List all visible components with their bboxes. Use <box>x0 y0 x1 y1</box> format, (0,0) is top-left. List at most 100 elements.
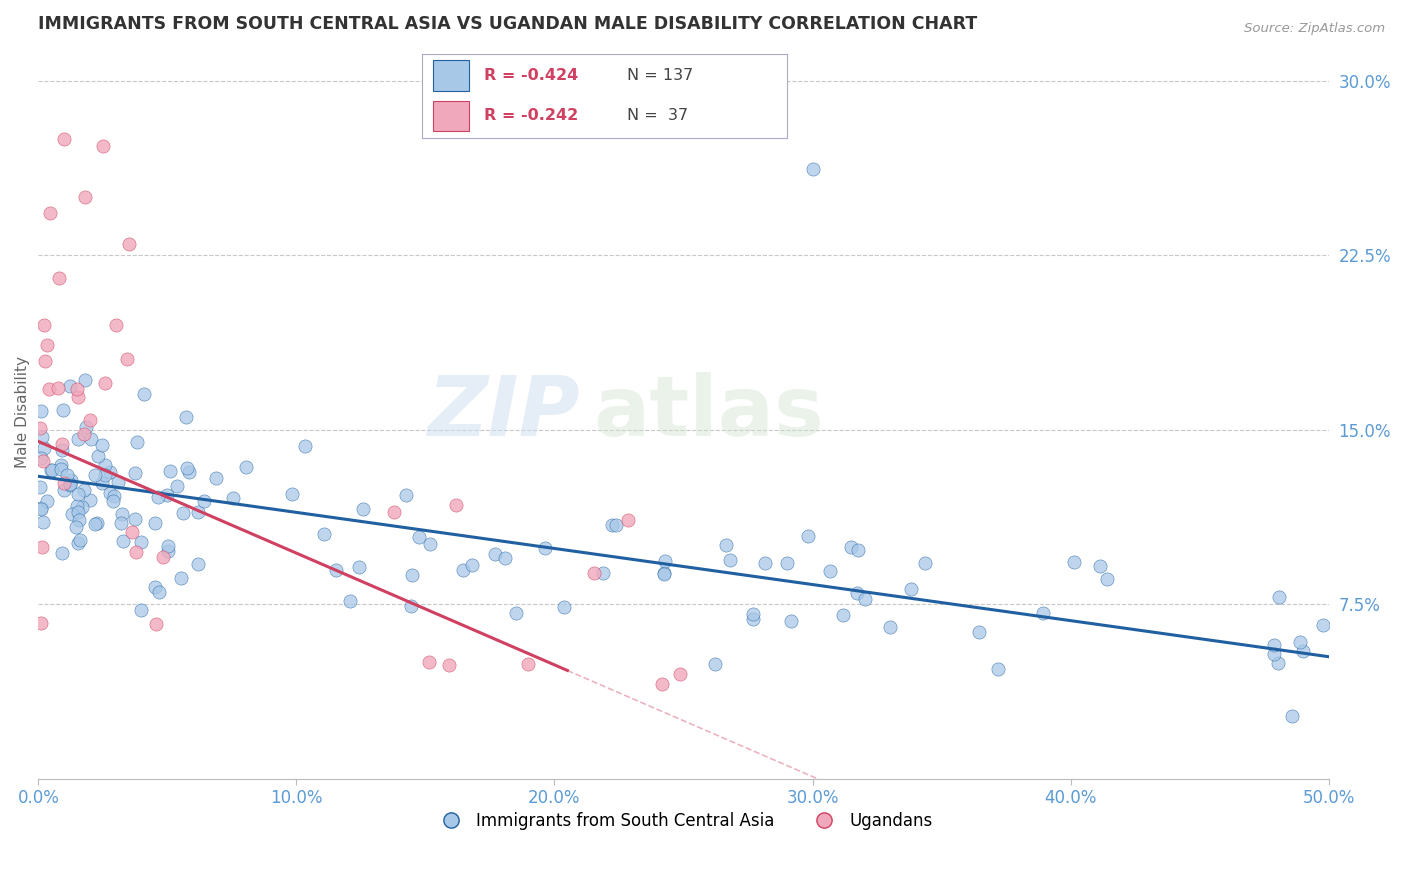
Point <box>600 518 623 533</box>
Point <box>159 464 181 478</box>
Point <box>55 467 77 482</box>
Point <box>484 547 506 561</box>
Point <box>853 591 876 606</box>
Point <box>451 563 474 577</box>
Point <box>73 373 96 387</box>
Text: N =  37: N = 37 <box>627 108 688 123</box>
Point <box>31 430 53 444</box>
Point <box>582 566 605 580</box>
Point <box>1095 572 1118 586</box>
Point <box>59 473 82 487</box>
Point <box>177 466 200 480</box>
Point <box>803 162 825 177</box>
Point <box>59 477 82 491</box>
Point <box>221 491 243 505</box>
Text: ZIP: ZIP <box>427 372 581 453</box>
Point <box>112 533 135 548</box>
Legend: Immigrants from South Central Asia, Ugandans: Immigrants from South Central Asia, Ugan… <box>427 805 939 837</box>
Text: atlas: atlas <box>593 372 824 453</box>
Point <box>818 564 841 578</box>
Point <box>91 437 114 451</box>
Point <box>418 537 440 551</box>
Point <box>1063 555 1085 569</box>
Point <box>35 338 58 352</box>
Point <box>115 351 138 366</box>
Point <box>30 501 52 516</box>
Point <box>51 402 73 417</box>
Point <box>41 463 63 477</box>
Point <box>553 600 575 615</box>
Point <box>53 483 76 497</box>
Point <box>832 607 855 622</box>
Point <box>848 543 870 558</box>
Point <box>75 420 97 434</box>
Y-axis label: Male Disability: Male Disability <box>15 356 30 468</box>
Point <box>605 517 627 532</box>
Point <box>156 543 179 558</box>
Point <box>879 620 901 634</box>
Point <box>716 539 738 553</box>
Point <box>66 390 89 404</box>
Point <box>39 463 62 477</box>
Point <box>129 535 152 549</box>
Point <box>48 271 70 285</box>
Point <box>49 462 72 476</box>
Point <box>38 205 60 219</box>
Point <box>1090 559 1112 574</box>
Point <box>134 387 156 401</box>
Point <box>652 567 675 582</box>
Point <box>235 460 257 475</box>
Point <box>616 513 638 527</box>
Point <box>51 546 73 560</box>
Point <box>73 427 96 442</box>
Point <box>32 441 55 455</box>
Point <box>382 505 405 519</box>
Point <box>1288 635 1310 649</box>
Point <box>325 563 347 577</box>
Point <box>1032 606 1054 620</box>
Point <box>66 382 89 396</box>
Point <box>1263 648 1285 662</box>
Point <box>592 566 614 581</box>
Point <box>30 403 52 417</box>
Point <box>73 483 96 497</box>
Point <box>52 476 75 491</box>
Point <box>103 490 125 504</box>
Point <box>780 614 803 628</box>
Point <box>30 616 52 631</box>
Point <box>1267 591 1289 605</box>
Point <box>1263 638 1285 652</box>
Point <box>79 493 101 508</box>
Point <box>111 508 134 522</box>
Point <box>118 236 141 251</box>
Point <box>66 536 89 550</box>
Point <box>35 494 58 508</box>
Point <box>53 132 76 146</box>
Point <box>84 468 107 483</box>
Point <box>399 599 422 614</box>
Point <box>152 550 174 565</box>
Point <box>900 582 922 596</box>
Point <box>46 381 69 395</box>
Text: R = -0.424: R = -0.424 <box>484 68 578 83</box>
Point <box>51 443 73 458</box>
Text: IMMIGRANTS FROM SOUTH CENTRAL ASIA VS UGANDAN MALE DISABILITY CORRELATION CHART: IMMIGRANTS FROM SOUTH CENTRAL ASIA VS UG… <box>38 15 977 33</box>
Text: R = -0.242: R = -0.242 <box>484 108 578 123</box>
Point <box>294 439 316 453</box>
Point <box>69 533 91 547</box>
Point <box>494 551 516 566</box>
Point <box>187 557 209 571</box>
Point <box>796 529 818 543</box>
Point <box>98 485 121 500</box>
Point <box>66 432 89 446</box>
Point <box>79 432 101 446</box>
Point <box>91 475 114 490</box>
Point <box>148 585 170 599</box>
Point <box>352 502 374 516</box>
Point <box>669 667 692 681</box>
Point <box>98 465 121 479</box>
Point <box>94 376 117 391</box>
Point <box>174 410 197 425</box>
Point <box>347 560 370 574</box>
Point <box>987 662 1010 676</box>
